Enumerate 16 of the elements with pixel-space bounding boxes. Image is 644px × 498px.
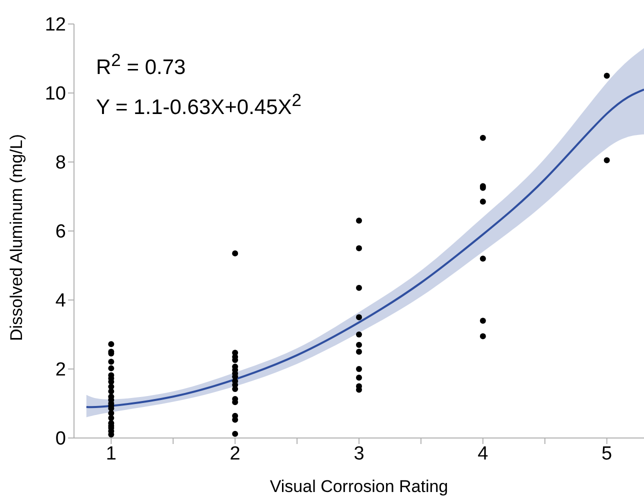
x-tick-label: 4: [478, 443, 489, 464]
x-tick-label: 5: [602, 443, 612, 464]
x-tick-label: 2: [230, 443, 240, 464]
y-tick-label: 8: [55, 152, 66, 174]
y-tick-label: 10: [44, 84, 66, 105]
y-tick-label: 12: [44, 14, 66, 36]
x-axis-title: Visual Corrosion Rating: [270, 477, 448, 496]
y-axis-title: Dissolved Aluminum (mg/L): [7, 134, 26, 341]
annotation: R$^{2}$ = 0.73: [96, 49, 187, 81]
y-tick-label: 0: [55, 428, 66, 450]
x-tick-label: 1: [106, 443, 116, 464]
y-tick-label: 6: [55, 222, 66, 243]
annotation: Y = 1.1-0.63X+0.45X$^{2}$: [96, 89, 302, 121]
y-tick-label: 4: [55, 290, 66, 312]
y-tick-label: 2: [55, 360, 66, 381]
x-tick-label: 3: [354, 443, 364, 464]
